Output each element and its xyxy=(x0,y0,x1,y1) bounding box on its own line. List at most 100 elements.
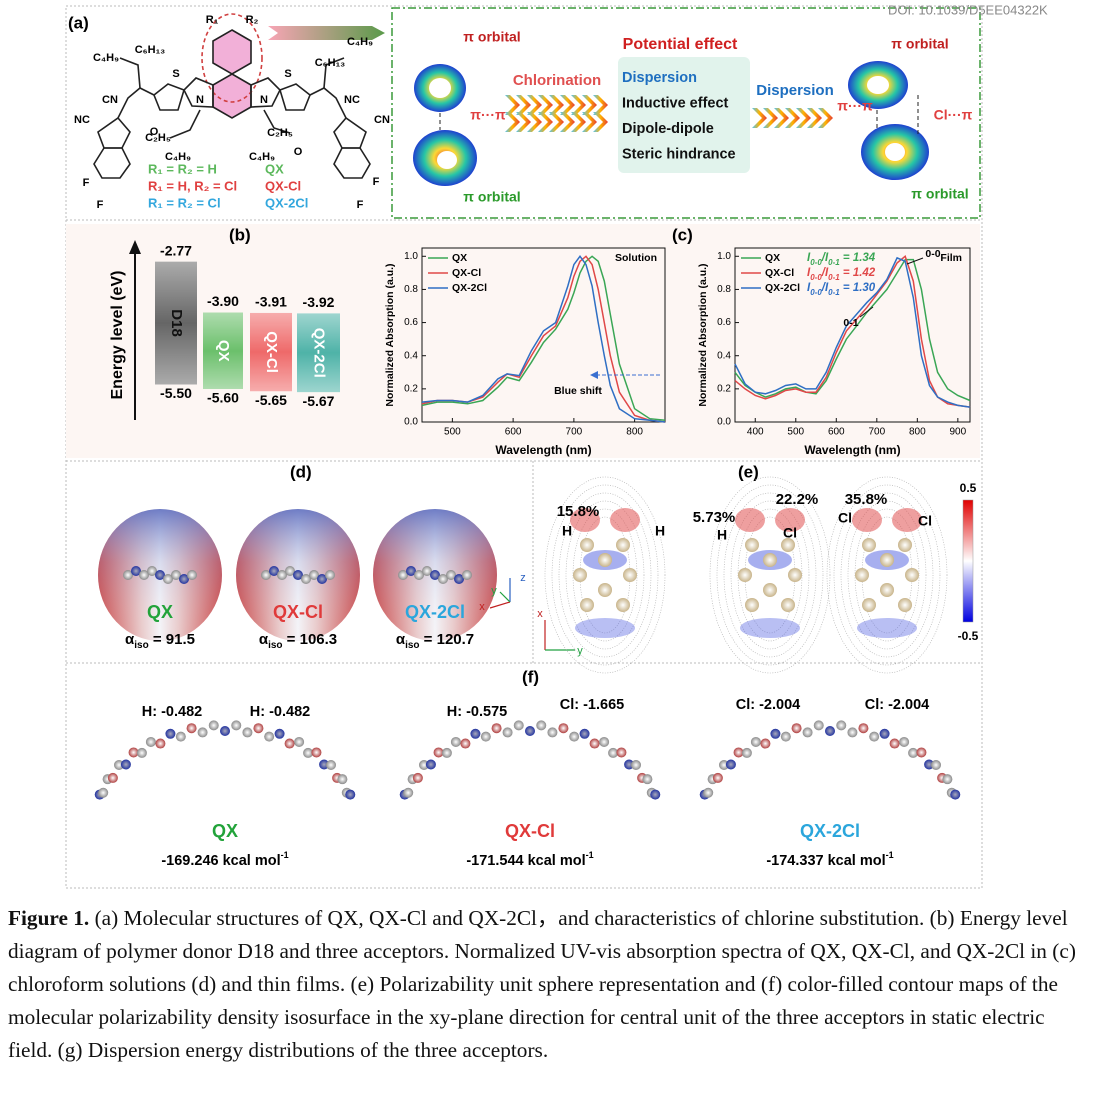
effect: Dispersion xyxy=(622,70,697,86)
atom xyxy=(836,720,847,731)
atom xyxy=(763,553,777,567)
caption-text: (a) Molecular structures of QX, QX-Cl an… xyxy=(8,906,1076,1062)
atom xyxy=(155,738,166,749)
molecular-structure xyxy=(93,13,371,179)
ratio-label: I0-0/I0-1 = 1.34 xyxy=(807,252,876,267)
chevron xyxy=(549,95,564,115)
legend-label: QX xyxy=(765,252,780,264)
panel-label: (d) xyxy=(290,462,312,481)
atom xyxy=(311,747,322,758)
panel-label: (b) xyxy=(229,225,251,244)
atom xyxy=(598,583,612,597)
atom xyxy=(264,731,275,742)
charge-label: Cl: -2.004 xyxy=(865,697,929,713)
dispersion-energy: -171.544 kcal mol-1 xyxy=(466,850,593,868)
molecule-name: QX xyxy=(212,821,238,841)
atom xyxy=(733,747,744,758)
charge-label: H: -0.482 xyxy=(142,704,202,720)
atom xyxy=(750,736,761,747)
density xyxy=(857,618,917,638)
chevron xyxy=(571,112,586,132)
atom xyxy=(942,774,953,785)
molecule-name: QX-2Cl xyxy=(800,821,860,841)
effects-title: Potential effect xyxy=(623,36,738,53)
y-tick-label: 1.0 xyxy=(717,251,731,262)
atom xyxy=(616,598,630,612)
level-name: D18 xyxy=(168,309,185,337)
x-tick-label: 600 xyxy=(828,427,845,438)
doi: DOI: 10.1039/D5EE04322K xyxy=(888,2,1048,17)
chevron xyxy=(582,112,597,132)
text-part: 0-0 xyxy=(810,288,822,297)
annotation: Blue shift xyxy=(554,385,602,397)
atom xyxy=(598,553,612,567)
atom xyxy=(745,538,759,552)
atom xyxy=(712,772,723,783)
text-part: -1 xyxy=(586,850,594,860)
effect: Steric hindrance xyxy=(622,146,736,162)
atom-label: C₂H₅ xyxy=(145,132,171,144)
atom xyxy=(889,738,900,749)
chevron xyxy=(818,108,833,128)
density xyxy=(610,508,640,532)
atom xyxy=(579,728,590,739)
atom xyxy=(725,759,736,770)
atom xyxy=(703,787,714,798)
atom xyxy=(580,598,594,612)
panel-label: (c) xyxy=(672,225,693,244)
atom xyxy=(908,747,919,758)
axis-letter: y xyxy=(491,585,497,597)
orbital-label: π orbital xyxy=(911,186,968,202)
atom xyxy=(930,759,941,770)
level-name: QX-Cl xyxy=(263,331,280,373)
atom xyxy=(406,566,416,576)
atom xyxy=(163,574,173,584)
density xyxy=(852,508,882,532)
level-name: QX xyxy=(215,340,232,362)
chevron xyxy=(538,95,553,115)
atom xyxy=(781,538,795,552)
atom xyxy=(175,731,186,742)
text-part: 0-1 xyxy=(828,288,840,297)
chevron xyxy=(549,112,564,132)
atom xyxy=(422,566,432,576)
atom xyxy=(502,727,513,738)
atom xyxy=(741,747,752,758)
atom xyxy=(98,787,109,798)
atom-label: C₆H₁₃ xyxy=(315,57,346,69)
atom xyxy=(414,570,424,580)
panel-borders xyxy=(65,5,983,889)
atom xyxy=(285,566,295,576)
atom xyxy=(441,747,452,758)
atom-label: F xyxy=(83,177,90,189)
molecule-name: QX-Cl xyxy=(273,602,323,622)
axis-glyph xyxy=(489,578,575,651)
molecule-name: QX-Cl xyxy=(505,821,555,841)
text-part: = 1.34 xyxy=(840,252,876,264)
molecule-name: QX-2Cl xyxy=(405,602,465,622)
axis-letter: x xyxy=(479,601,485,613)
chevron xyxy=(516,112,531,132)
acceptor-name: QX-2Cl xyxy=(265,195,308,210)
atom xyxy=(898,598,912,612)
atom xyxy=(879,728,890,739)
atom-label: F xyxy=(373,176,380,188)
atom-label: Cl xyxy=(783,525,797,541)
interaction-label: Cl···π xyxy=(934,107,973,123)
atom xyxy=(580,538,594,552)
level-name: QX-2Cl xyxy=(311,328,328,378)
atom xyxy=(899,736,910,747)
contour xyxy=(840,492,934,658)
atom xyxy=(608,747,619,758)
molecule-name: QX xyxy=(147,602,173,622)
chevron xyxy=(774,108,789,128)
orbital-label: π orbital xyxy=(463,29,520,45)
lumo-label: -3.92 xyxy=(303,294,335,310)
x-tick-label: 800 xyxy=(909,427,926,438)
atom xyxy=(513,720,524,731)
arrow-head xyxy=(129,240,141,254)
atom xyxy=(491,723,502,734)
atom xyxy=(412,772,423,783)
atom xyxy=(916,747,927,758)
axis-title: Energy level (eV) xyxy=(109,271,126,400)
